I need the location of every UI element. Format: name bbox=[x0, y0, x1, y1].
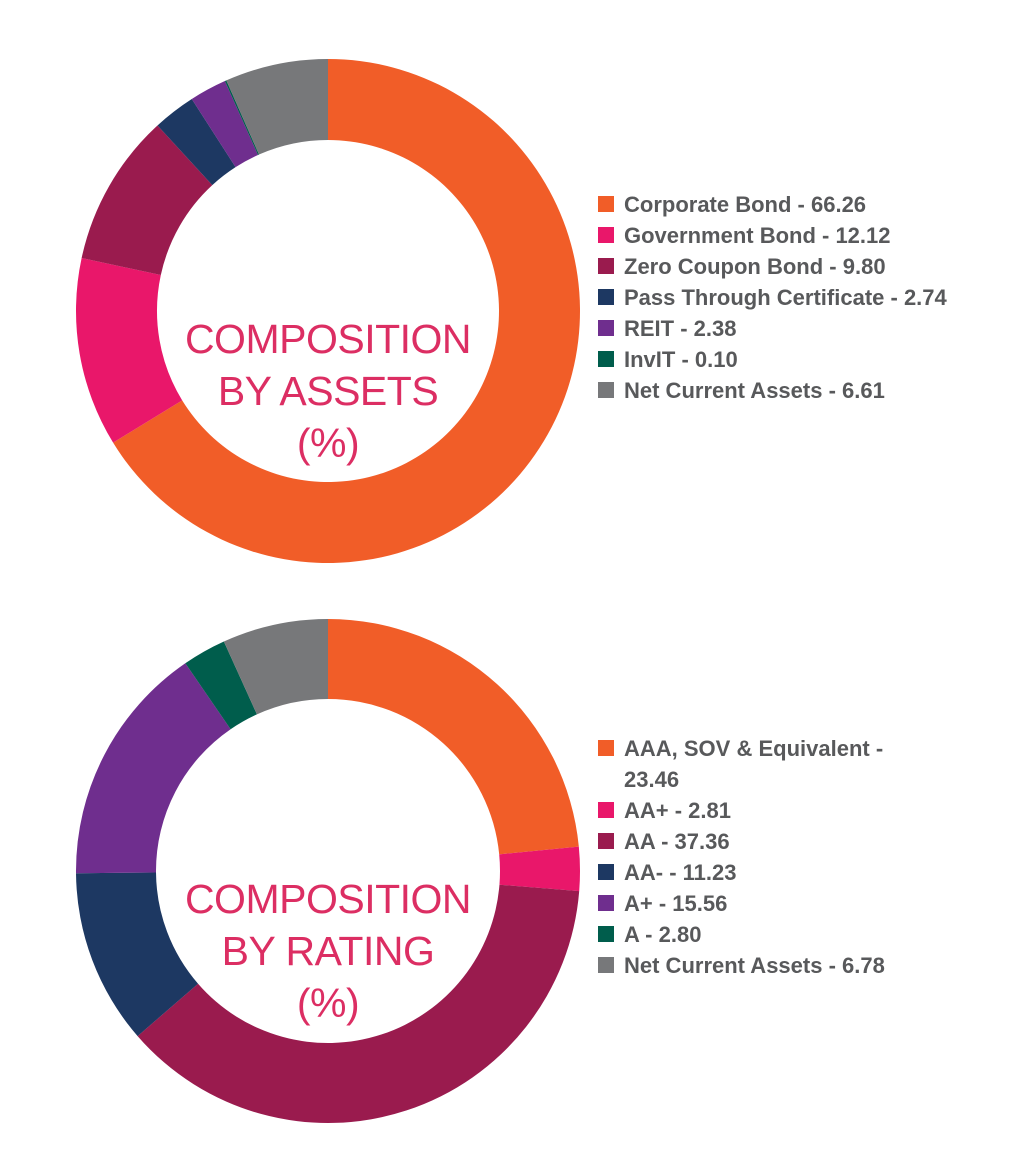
chart-title-line: BY ASSETS bbox=[217, 368, 439, 414]
legend-label: AA- - 11.23 bbox=[624, 860, 737, 885]
legend-item: Net Current Assets - 6.78 bbox=[598, 950, 928, 981]
legend-item: Zero Coupon Bond - 9.80 bbox=[598, 251, 998, 282]
donut-assets bbox=[75, 59, 581, 563]
legend-swatch bbox=[598, 227, 614, 243]
legend-item: A+ - 15.56 bbox=[598, 888, 928, 919]
donut-slice-government-bond bbox=[75, 258, 183, 443]
donut-slice-zero-coupon-bond bbox=[81, 125, 213, 276]
chart-title-line: (%) bbox=[296, 980, 360, 1026]
legend-label: A - 2.80 bbox=[624, 922, 702, 947]
legend-swatch bbox=[598, 289, 614, 305]
chart-title-line: (%) bbox=[296, 420, 360, 466]
legend-item: AAA, SOV & Equivalent - 23.46 bbox=[598, 733, 928, 795]
legend-item: InvIT - 0.10 bbox=[598, 344, 998, 375]
legend-item: Net Current Assets - 6.61 bbox=[598, 375, 998, 406]
legend-rating: AAA, SOV & Equivalent - 23.46 AA+ - 2.81 A… bbox=[598, 733, 928, 981]
chart-title-line: COMPOSITION bbox=[184, 876, 472, 922]
legend-label: AA - 37.36 bbox=[624, 829, 730, 854]
legend-swatch bbox=[598, 895, 614, 911]
legend-label: AA+ - 2.81 bbox=[624, 798, 731, 823]
legend-swatch bbox=[598, 802, 614, 818]
legend-swatch bbox=[598, 351, 614, 367]
legend-item: A - 2.80 bbox=[598, 919, 928, 950]
legend-label: Government Bond - 12.12 bbox=[624, 223, 891, 248]
legend-assets: Corporate Bond - 66.26 Government Bond - … bbox=[598, 189, 998, 406]
legend-swatch bbox=[598, 258, 614, 274]
legend-swatch bbox=[598, 833, 614, 849]
donut-slice-net-current-assets bbox=[223, 619, 328, 715]
donut-rating bbox=[76, 619, 580, 1124]
legend-label: Net Current Assets - 6.61 bbox=[624, 378, 885, 403]
donut-slice-aa bbox=[137, 884, 580, 1124]
legend-item: AA+ - 2.81 bbox=[598, 795, 928, 826]
donut-slice-aa bbox=[76, 872, 199, 1037]
legend-label: InvIT - 0.10 bbox=[624, 347, 738, 372]
legend-item: Corporate Bond - 66.26 bbox=[598, 189, 998, 220]
chart-title-rating: COMPOSITION BY RATING (%) bbox=[158, 873, 498, 1029]
donut-slice-net-current-assets bbox=[226, 59, 328, 155]
legend-swatch bbox=[598, 320, 614, 336]
legend-label: Pass Through Certificate - 2.74 bbox=[624, 285, 947, 310]
donut-slice-pass-through-certificate bbox=[157, 98, 236, 186]
donut-slice-a bbox=[76, 663, 231, 874]
chart-title-assets: COMPOSITION BY ASSETS (%) bbox=[158, 313, 498, 469]
legend-label: AAA, SOV & Equivalent - 23.46 bbox=[624, 736, 884, 792]
legend-item: AA - 37.36 bbox=[598, 826, 928, 857]
legend-item: REIT - 2.38 bbox=[598, 313, 998, 344]
legend-label: A+ - 15.56 bbox=[624, 891, 728, 916]
legend-swatch bbox=[598, 926, 614, 942]
legend-swatch bbox=[598, 740, 614, 756]
legend-item: AA- - 11.23 bbox=[598, 857, 928, 888]
legend-label: Net Current Assets - 6.78 bbox=[624, 953, 885, 978]
legend-item: Pass Through Certificate - 2.74 bbox=[598, 282, 998, 313]
donut-slice-aa bbox=[499, 846, 580, 892]
legend-swatch bbox=[598, 196, 614, 212]
chart-title-line: BY RATING bbox=[221, 928, 435, 974]
donut-slice-invit bbox=[224, 80, 260, 155]
legend-label: Corporate Bond - 66.26 bbox=[624, 192, 867, 217]
legend-label: Zero Coupon Bond - 9.80 bbox=[624, 254, 886, 279]
legend-swatch bbox=[598, 957, 614, 973]
legend-item: Government Bond - 12.12 bbox=[598, 220, 998, 251]
chart-title-line: COMPOSITION bbox=[184, 316, 472, 362]
donut-slice-corporate-bond bbox=[113, 59, 581, 563]
legend-swatch bbox=[598, 864, 614, 880]
donut-slice-reit bbox=[191, 81, 259, 168]
donut-slice-a bbox=[185, 641, 257, 730]
donut-slice-aaa-sov-equivalent bbox=[328, 619, 579, 855]
legend-label: REIT - 2.38 bbox=[624, 316, 737, 341]
legend-swatch bbox=[598, 382, 614, 398]
